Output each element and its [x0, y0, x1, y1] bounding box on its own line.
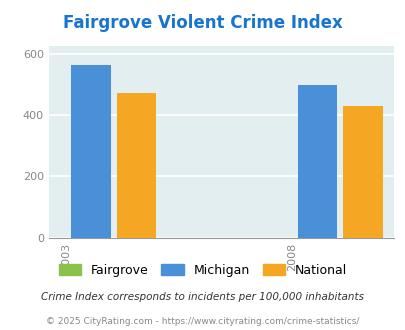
Text: Crime Index corresponds to incidents per 100,000 inhabitants: Crime Index corresponds to incidents per…: [41, 292, 364, 302]
Legend: Fairgrove, Michigan, National: Fairgrove, Michigan, National: [53, 259, 352, 282]
Bar: [342, 106, 382, 238]
Bar: [116, 93, 156, 238]
Text: © 2025 CityRating.com - https://www.cityrating.com/crime-statistics/: © 2025 CityRating.com - https://www.city…: [46, 317, 359, 326]
Text: Fairgrove Violent Crime Index: Fairgrove Violent Crime Index: [63, 14, 342, 32]
Bar: [297, 85, 337, 238]
Bar: [71, 65, 111, 238]
